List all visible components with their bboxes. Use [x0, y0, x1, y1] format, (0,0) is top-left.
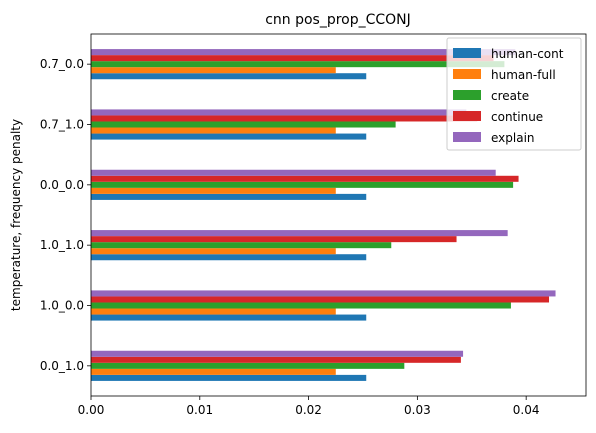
bar-human-full-1.0_0.0 [91, 308, 336, 315]
y-tick-label: 0.7_0.0 [40, 57, 84, 71]
y-tick-label: 0.0_0.0 [40, 178, 84, 192]
bar-continue-0.0_0.0 [91, 175, 519, 182]
legend: human-cont human-full create continue explai… [446, 37, 582, 151]
y-tick-label: 1.0_1.0 [40, 238, 84, 252]
y-axis-label: temperature, frequency penalty [9, 119, 23, 311]
bar-continue-0.0_1.0 [91, 356, 461, 363]
y-axis: 0.0_1.0 1.0_0.0 1.0_1.0 0.0_0.0 0.7_1.0 0.7_0… [40, 57, 91, 373]
bar-human-cont-0.7_0.0 [91, 73, 367, 80]
bar-explain-1.0_0.0 [91, 290, 556, 297]
legend-label-human-full: human-full [491, 68, 556, 82]
bar-create-1.0_1.0 [91, 242, 392, 249]
bar-human-full-0.7_1.0 [91, 127, 336, 134]
bar-explain-0.7_1.0 [91, 109, 467, 116]
x-tick-label: 0.00 [78, 403, 105, 417]
chart-title: cnn pos_prop_CCONJ [265, 12, 411, 28]
bar-human-cont-1.0_1.0 [91, 254, 367, 261]
legend-label-create: create [491, 89, 529, 103]
legend-label-continue: continue [491, 110, 543, 124]
bar-human-cont-0.0_1.0 [91, 374, 367, 381]
bar-create-0.7_0.0 [91, 61, 505, 68]
bar-explain-0.0_0.0 [91, 169, 496, 176]
legend-swatch-human-full [453, 69, 481, 79]
bar-human-cont-1.0_0.0 [91, 314, 367, 321]
legend-swatch-explain [453, 132, 481, 142]
bar-create-0.0_0.0 [91, 181, 514, 188]
bar-create-1.0_0.0 [91, 302, 511, 309]
bar-create-0.0_1.0 [91, 362, 405, 369]
bar-continue-1.0_0.0 [91, 296, 550, 303]
bar-create-0.7_1.0 [91, 121, 396, 128]
legend-swatch-create [453, 90, 481, 100]
y-tick-label: 1.0_0.0 [40, 299, 84, 313]
bar-continue-0.7_0.0 [91, 55, 494, 62]
bar-human-full-0.0_1.0 [91, 368, 336, 375]
plot-frame [90, 33, 587, 397]
bar-explain-0.0_1.0 [91, 350, 464, 357]
x-tick-label: 0.04 [513, 403, 540, 417]
legend-label-explain: explain [491, 131, 535, 145]
bar-human-full-0.0_0.0 [91, 187, 336, 194]
x-axis: 0.00 0.01 0.02 0.03 0.04 [78, 396, 540, 417]
bar-human-cont-0.0_0.0 [91, 193, 367, 200]
legend-swatch-human-cont [453, 48, 481, 58]
y-tick-label: 0.0_1.0 [40, 359, 84, 373]
legend-swatch-continue [453, 111, 481, 121]
legend-label-human-cont: human-cont [491, 47, 564, 61]
y-tick-label: 0.7_1.0 [40, 118, 84, 132]
legend-box [446, 37, 582, 151]
bar-human-full-1.0_1.0 [91, 248, 336, 255]
x-tick-label: 0.02 [295, 403, 322, 417]
x-tick-label: 0.03 [404, 403, 431, 417]
bar-continue-1.0_1.0 [91, 236, 457, 243]
bar-explain-0.7_0.0 [91, 49, 516, 56]
bar-human-full-0.7_0.0 [91, 67, 336, 74]
x-tick-label: 0.01 [186, 403, 213, 417]
bar-human-cont-0.7_1.0 [91, 133, 367, 140]
bars-layer [91, 49, 556, 381]
bar-continue-0.7_1.0 [91, 115, 478, 122]
bar-explain-1.0_1.0 [91, 230, 508, 237]
